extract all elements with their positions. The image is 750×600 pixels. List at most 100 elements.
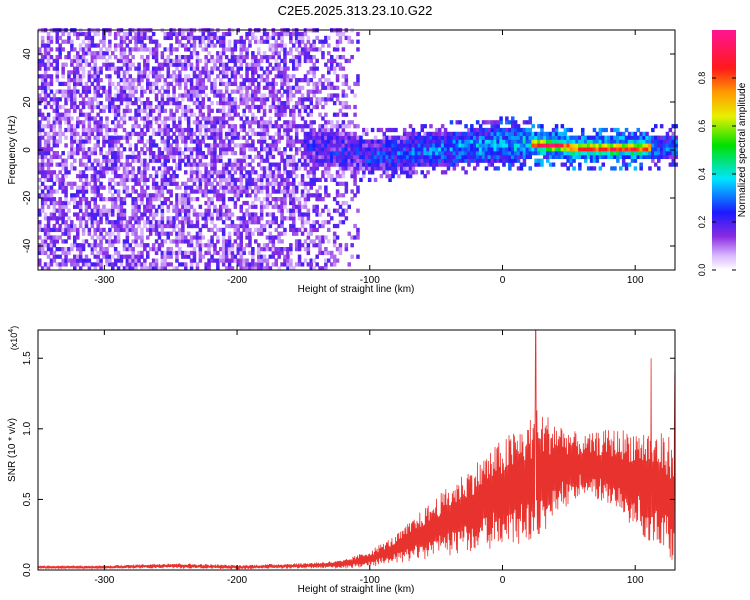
- spectrogram-cell: [195, 174, 200, 179]
- spectrogram-cell: [227, 197, 232, 202]
- spectrogram-cell: [265, 81, 270, 87]
- spectrogram-cell: [172, 216, 176, 221]
- spectrogram-cell: [166, 231, 171, 236]
- spectrogram-cell: [96, 174, 100, 179]
- spectrogram-cell: [581, 143, 585, 148]
- spectrogram-cell: [134, 208, 138, 213]
- spectrogram-cell: [257, 185, 261, 190]
- spectrogram-cell: [312, 47, 316, 52]
- spectrogram-cell: [186, 124, 191, 129]
- spectrogram-cell: [219, 101, 223, 106]
- spectrogram-cell: [303, 147, 308, 152]
- spectrogram-cell: [405, 139, 410, 144]
- spectrogram-cell: [58, 154, 62, 160]
- spectrogram-cell: [204, 127, 208, 133]
- spectrogram-cell: [268, 81, 273, 87]
- spectrogram-cell: [341, 55, 346, 60]
- spectrogram-cell: [186, 216, 191, 221]
- spectrogram-cell: [490, 143, 495, 148]
- spectrogram-cell: [478, 124, 483, 129]
- spectrogram-cell: [268, 235, 273, 240]
- spectrogram-cell: [584, 154, 588, 160]
- spectrogram-cell: [219, 197, 223, 202]
- spectrogram-cell: [64, 108, 68, 113]
- spectrogram-cell: [277, 189, 281, 194]
- spectrogram-cell: [213, 139, 217, 144]
- spectrogram-cell: [46, 243, 51, 248]
- spectrogram-cell: [119, 124, 124, 129]
- spectrogram-cell: [534, 139, 538, 144]
- spectrogram-cell: [154, 47, 159, 52]
- spectrogram-cell: [508, 147, 512, 152]
- spectrogram-cell: [192, 212, 197, 217]
- spectrogram-cell: [306, 147, 311, 152]
- spectrogram-cell: [90, 235, 95, 240]
- spectrogram-cell: [581, 139, 585, 144]
- spectrogram-cell: [280, 247, 284, 252]
- spectrogram-cell: [125, 231, 130, 236]
- spectrogram-cell: [169, 181, 173, 186]
- spectrogram-cell: [186, 116, 191, 121]
- spectrogram-cell: [248, 81, 252, 87]
- spectrogram-cell: [347, 231, 352, 236]
- spectrogram-cell: [286, 74, 290, 79]
- spectrogram-cell: [84, 220, 89, 225]
- spectrogram-cell: [604, 139, 608, 144]
- spectrogram-cell: [207, 97, 211, 102]
- spectrogram-cell: [210, 212, 214, 217]
- spectrogram-cell: [236, 166, 241, 171]
- spectrogram-cell: [230, 108, 235, 113]
- spectrogram-cell: [239, 127, 244, 133]
- spectrogram-cell: [309, 258, 314, 263]
- spectrogram-cell: [70, 247, 74, 252]
- spectrogram-cell: [134, 258, 138, 263]
- spectrogram-cell: [271, 51, 276, 56]
- spectrogram-cell: [312, 62, 316, 67]
- spectrogram-cell: [105, 216, 109, 221]
- spectrogram-cell: [306, 174, 311, 179]
- spectrogram-cell: [408, 135, 413, 140]
- spectrogram-cell: [251, 93, 255, 98]
- spectrogram-cell: [239, 250, 244, 256]
- spectrogram-cell: [67, 235, 71, 240]
- spectrogram-cell: [198, 243, 203, 248]
- spectrogram-cell: [146, 74, 150, 79]
- spectrogram-cell: [297, 181, 302, 186]
- spectrogram-cell: [175, 55, 179, 60]
- spectrogram-cell: [516, 147, 521, 152]
- spectrogram-cell: [148, 151, 153, 156]
- spectrogram-cell: [169, 31, 173, 37]
- spectrogram-cell: [113, 112, 118, 117]
- spectrogram-cell: [262, 55, 267, 60]
- spectrogram-cell: [519, 166, 524, 171]
- spectrogram-cell: [219, 35, 223, 41]
- spectrogram-cell: [46, 85, 51, 90]
- spectrogram-cell: [43, 74, 48, 79]
- spectrogram-cell: [172, 223, 176, 229]
- spectrogram-cell: [55, 89, 60, 94]
- spectrogram-cell: [257, 74, 261, 79]
- spectrogram-cell: [178, 116, 182, 121]
- spectrogram-cell: [289, 108, 293, 113]
- spectrogram-cell: [481, 147, 486, 152]
- spectrogram-cell: [487, 162, 492, 167]
- spectrogram-cell: [137, 35, 141, 41]
- spectrogram-cell: [493, 124, 498, 129]
- spectrogram-cell: [411, 131, 416, 137]
- spectrogram-cell: [61, 74, 65, 79]
- spectrogram-cell: [178, 147, 182, 152]
- spectrogram-cell: [172, 239, 176, 244]
- spectrogram-cell: [99, 131, 103, 137]
- spectrogram-cell: [435, 127, 439, 133]
- spectrogram-cell: [93, 262, 98, 267]
- spectrogram-cell: [90, 166, 95, 171]
- spectrogram-cell: [122, 35, 127, 41]
- spectrogram-cell: [73, 58, 77, 64]
- spectrogram-cell: [350, 55, 354, 60]
- spectrogram-cell: [312, 223, 316, 229]
- spectrogram-cell: [294, 162, 299, 167]
- spectrogram-cell: [531, 124, 535, 129]
- spectrogram-cell: [332, 70, 337, 75]
- spectrogram-cell: [198, 227, 203, 233]
- spectrogram-cell: [493, 154, 498, 160]
